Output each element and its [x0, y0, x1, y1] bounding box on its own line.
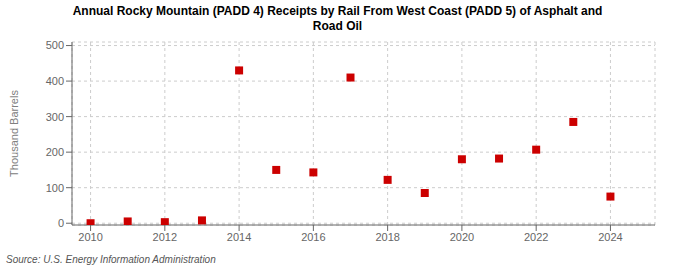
svg-text:200: 200: [46, 146, 64, 158]
svg-text:2024: 2024: [598, 231, 622, 243]
svg-text:2022: 2022: [524, 231, 548, 243]
svg-text:Thousand Barrels: Thousand Barrels: [8, 90, 20, 177]
svg-text:300: 300: [46, 111, 64, 123]
html-text:Source: U.S. Energy Informatio: Source: U.S. Energy Information Administ…: [6, 254, 216, 265]
html-text:Road Oil: Road Oil: [312, 19, 363, 33]
svg-text:400: 400: [46, 75, 64, 87]
svg-text:2016: 2016: [301, 231, 325, 243]
svg-text:2010: 2010: [78, 231, 102, 243]
svg-text:2020: 2020: [450, 231, 474, 243]
svg-text:2018: 2018: [375, 231, 399, 243]
svg-text:100: 100: [46, 182, 64, 194]
svg-text:500: 500: [46, 39, 64, 51]
svg-text:2012: 2012: [153, 231, 177, 243]
svg-text:2014: 2014: [227, 231, 251, 243]
html-text:Annual Rocky Mountain (PADD 4): Annual Rocky Mountain (PADD 4) Receipts …: [72, 4, 603, 18]
svg-text:0: 0: [58, 217, 64, 229]
